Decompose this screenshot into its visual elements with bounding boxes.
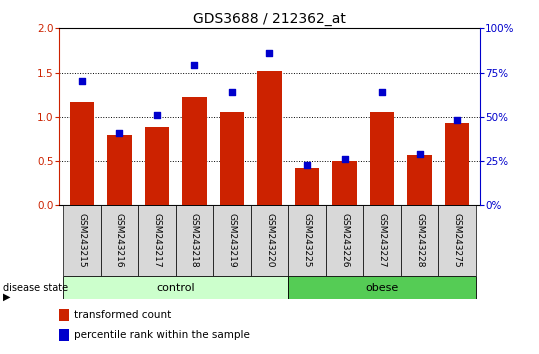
Bar — [445, 123, 469, 205]
Point — [78, 79, 86, 84]
Point — [115, 130, 123, 136]
Bar — [101, 205, 138, 276]
Text: GSM243226: GSM243226 — [340, 213, 349, 268]
Bar — [63, 205, 101, 276]
Text: GSM243215: GSM243215 — [77, 213, 86, 268]
Text: transformed count: transformed count — [74, 309, 171, 320]
Point — [153, 112, 161, 118]
Title: GDS3688 / 212362_at: GDS3688 / 212362_at — [193, 12, 346, 26]
Point — [265, 50, 274, 56]
Text: control: control — [156, 282, 195, 293]
Bar — [63, 276, 288, 299]
Bar — [182, 97, 206, 205]
Text: GSM243217: GSM243217 — [153, 213, 161, 268]
Point — [416, 151, 424, 157]
Bar — [407, 155, 432, 205]
Text: percentile rank within the sample: percentile rank within the sample — [74, 330, 250, 340]
Bar — [333, 161, 357, 205]
Bar — [288, 205, 326, 276]
Text: GSM243225: GSM243225 — [302, 213, 312, 268]
Bar — [363, 205, 401, 276]
Bar — [144, 127, 169, 205]
Text: GSM243220: GSM243220 — [265, 213, 274, 268]
Point — [227, 89, 236, 95]
Bar — [176, 205, 213, 276]
Text: GSM243228: GSM243228 — [415, 213, 424, 268]
Bar — [370, 113, 395, 205]
Text: obese: obese — [365, 282, 399, 293]
Bar — [59, 329, 68, 341]
Bar — [257, 71, 282, 205]
Bar — [438, 205, 476, 276]
Bar — [401, 205, 438, 276]
Bar — [138, 205, 176, 276]
Text: GSM243218: GSM243218 — [190, 213, 199, 268]
Point — [378, 89, 386, 95]
Text: ▶: ▶ — [3, 291, 10, 302]
Bar — [295, 168, 319, 205]
Point — [190, 63, 199, 68]
Text: GSM243275: GSM243275 — [453, 213, 462, 268]
Bar — [251, 205, 288, 276]
Point — [340, 156, 349, 162]
Bar — [107, 135, 132, 205]
Text: GSM243216: GSM243216 — [115, 213, 124, 268]
Bar — [70, 102, 94, 205]
Point — [303, 162, 312, 167]
Point — [453, 118, 461, 123]
Text: GSM243227: GSM243227 — [378, 213, 386, 268]
Text: disease state: disease state — [3, 282, 68, 293]
Bar — [326, 205, 363, 276]
Bar — [288, 276, 476, 299]
Bar — [213, 205, 251, 276]
Bar — [59, 309, 68, 320]
Text: GSM243219: GSM243219 — [227, 213, 237, 268]
Bar — [220, 113, 244, 205]
